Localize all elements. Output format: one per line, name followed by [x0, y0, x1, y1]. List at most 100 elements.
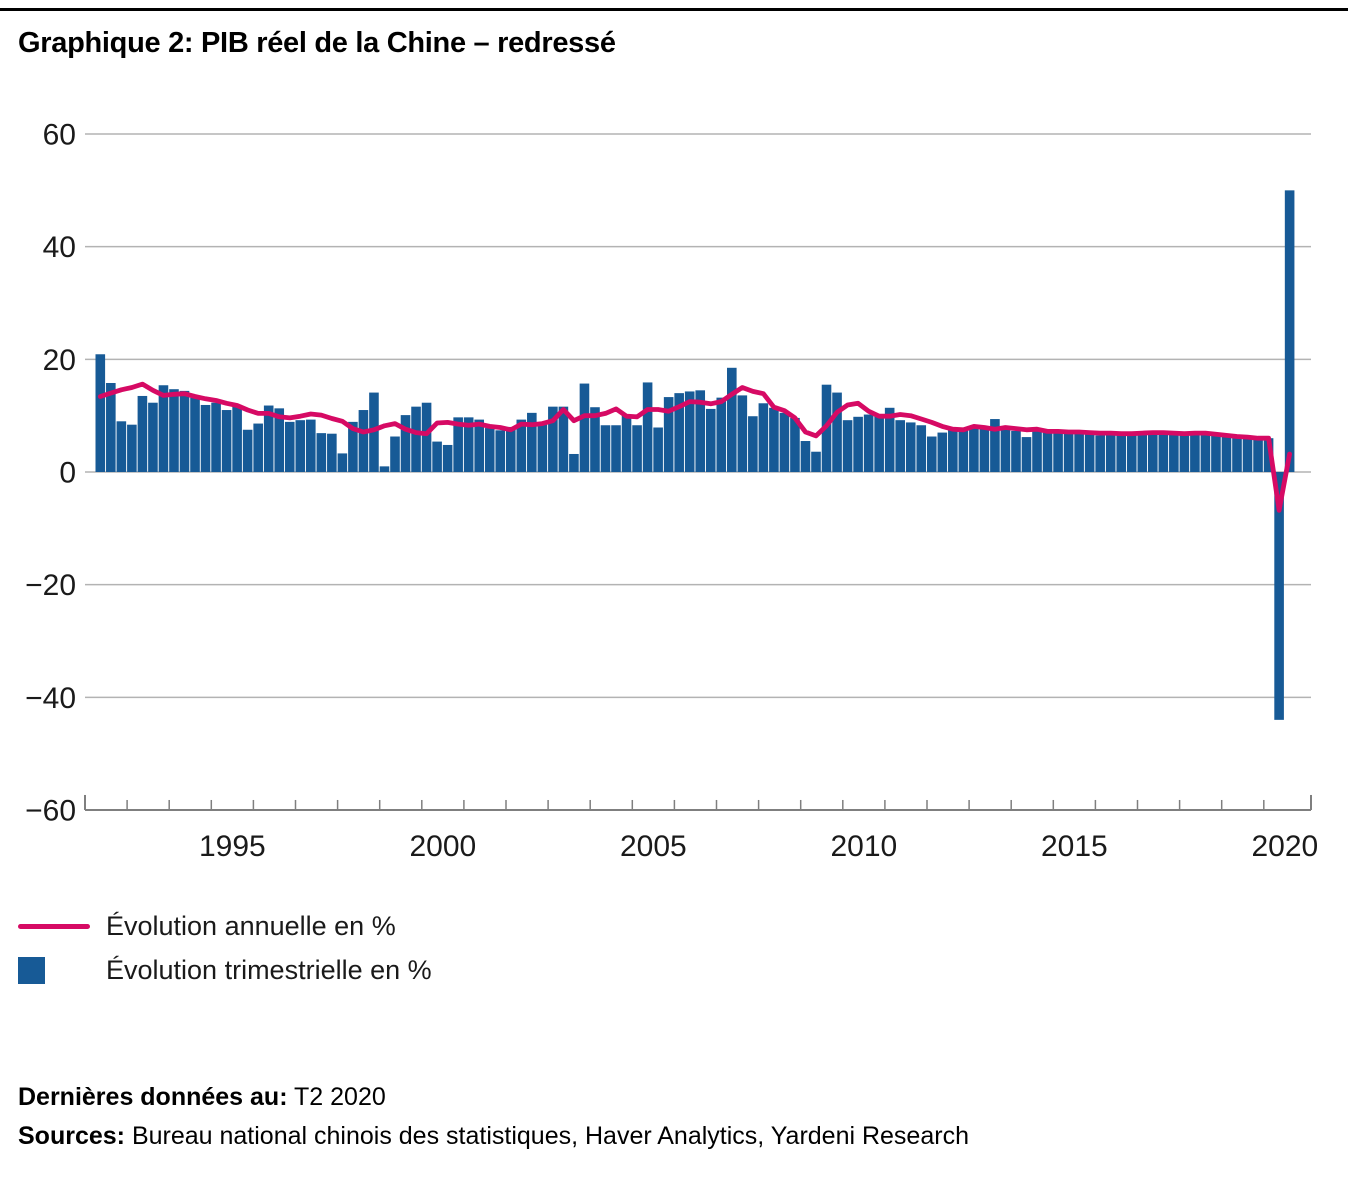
- bar-q6: [158, 385, 169, 472]
- bar-q17: [274, 408, 285, 472]
- bar-q15: [253, 423, 263, 472]
- y-axis-labels: 60 40 20 0 −20 −40 −60: [25, 119, 76, 828]
- bar-q7: [169, 389, 179, 472]
- legend-item-annual: Évolution annuelle en %: [18, 904, 1348, 948]
- last-data-line: Dernières données au: T2 2020: [18, 1078, 1348, 1117]
- annual-line-swatch-icon: [18, 923, 90, 929]
- bar-q5: [148, 402, 158, 472]
- x-tick-label-2015: 2015: [1041, 830, 1108, 862]
- bar-q76: [895, 420, 905, 472]
- bar-q54: [663, 397, 674, 472]
- y-tick-label-40: 40: [43, 231, 76, 264]
- bar-q86: [1000, 426, 1011, 472]
- bar-q45: [569, 453, 579, 472]
- bar-q95: [1095, 435, 1105, 472]
- bar-q34: [453, 417, 463, 472]
- bar-q72: [853, 416, 863, 472]
- bar-q87: [1011, 430, 1021, 472]
- bar-q49: [611, 425, 621, 472]
- y-tick-label--40: −40: [25, 682, 76, 715]
- bar-q92: [1063, 432, 1074, 472]
- bar-q101: [1158, 433, 1169, 472]
- bar-q83: [969, 428, 979, 472]
- x-tick-label-1995: 1995: [199, 830, 266, 862]
- legend-item-quarterly-label: Évolution trimestrielle en %: [106, 954, 432, 985]
- bar-q67: [800, 441, 811, 472]
- bar-q14: [242, 429, 253, 472]
- bar-q88: [1021, 437, 1032, 472]
- bar-q44: [558, 406, 569, 472]
- bar-q98: [1126, 433, 1137, 472]
- bar-q10: [200, 404, 211, 472]
- bar-q107: [1221, 436, 1232, 472]
- quarterly-bars: [95, 190, 1295, 720]
- bar-q55: [674, 393, 684, 472]
- page-footer: Dernières données au: T2 2020 Sources: B…: [18, 1078, 1348, 1156]
- bar-q71: [842, 420, 853, 472]
- x-tick-label-2010: 2010: [830, 830, 897, 862]
- bar-q109: [1242, 438, 1253, 472]
- y-tick-label-20: 20: [43, 344, 76, 377]
- bar-q2: [116, 421, 127, 472]
- bar-q28: [390, 436, 400, 472]
- legend: Évolution annuelle en % Évolution trimes…: [18, 904, 1348, 992]
- bar-q57: [695, 390, 706, 472]
- bar-q94: [1084, 433, 1095, 472]
- bar-q31: [421, 402, 432, 472]
- bar-q30: [411, 406, 421, 472]
- bar-q52: [642, 382, 653, 472]
- gdp-chart: 60 40 20 0 −20 −40 −60 1995 2000 2005 2010 2015 2020: [25, 119, 1318, 862]
- bar-q100: [1148, 432, 1158, 472]
- bar-q111: [1263, 438, 1274, 472]
- y-tick-label-60: 60: [43, 119, 76, 152]
- bar-q3: [127, 424, 137, 472]
- top-rule: [0, 8, 1348, 11]
- bar-q8: [179, 390, 190, 472]
- bar-q32: [432, 441, 442, 472]
- bar-q73: [863, 414, 874, 472]
- x-tick-label-2005: 2005: [620, 830, 687, 862]
- bar-q27: [379, 466, 390, 472]
- bar-q90: [1042, 432, 1053, 472]
- bar-q20: [306, 419, 316, 472]
- bar-q65: [779, 412, 790, 472]
- bar-q61: [737, 395, 748, 472]
- bar-q21: [316, 433, 327, 472]
- last-data-label: Dernières données au:: [18, 1083, 288, 1111]
- bar-q51: [632, 425, 642, 472]
- bar-q79: [926, 436, 937, 472]
- bar-q16: [263, 405, 274, 472]
- bar-q56: [684, 391, 695, 472]
- x-tick-label-2000: 2000: [409, 830, 476, 862]
- bar-q41: [527, 412, 537, 472]
- bar-q22: [327, 433, 337, 472]
- bar-q26: [369, 392, 379, 472]
- sources-line: Sources: Bureau national chinois des sta…: [18, 1117, 1348, 1156]
- bar-q19: [295, 420, 306, 472]
- bar-q4: [137, 395, 148, 472]
- bar-q85: [990, 419, 1000, 472]
- x-axis-labels: 1995 2000 2005 2010 2015 2020: [199, 830, 1318, 862]
- bar-q108: [1232, 437, 1242, 472]
- bar-q24: [348, 421, 358, 472]
- bar-q68: [811, 451, 821, 472]
- bar-q78: [916, 425, 927, 472]
- bar-q82: [958, 429, 969, 472]
- bar-q53: [653, 427, 663, 472]
- bar-q39: [505, 426, 516, 472]
- bar-q97: [1116, 432, 1127, 472]
- bar-q1: [106, 382, 116, 472]
- annual-line: [97, 381, 1292, 513]
- bar-q18: [284, 421, 295, 472]
- bar-q60: [727, 367, 737, 472]
- bar-q36: [474, 419, 484, 472]
- bar-q59: [716, 397, 727, 472]
- bar-q33: [442, 444, 453, 472]
- last-data-value: T2 2020: [294, 1083, 386, 1111]
- bar-q0: [95, 354, 106, 472]
- bar-q12: [221, 410, 232, 472]
- bar-q35: [463, 417, 474, 472]
- bar-q48: [600, 425, 611, 472]
- bar-q50: [621, 414, 632, 472]
- bar-q64: [769, 407, 779, 472]
